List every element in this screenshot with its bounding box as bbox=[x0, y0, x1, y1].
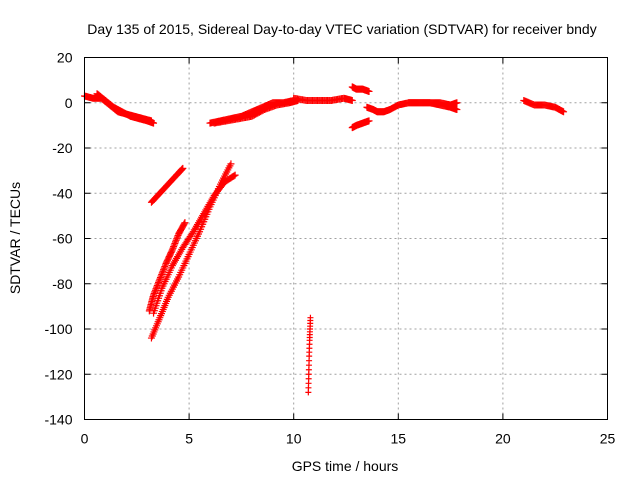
y-tick-label: -20 bbox=[52, 140, 72, 156]
y-tick-label: -80 bbox=[52, 276, 72, 292]
data-point bbox=[181, 219, 189, 227]
data-point bbox=[169, 244, 177, 252]
data-point bbox=[150, 291, 158, 299]
data-point bbox=[151, 288, 159, 296]
data-point bbox=[173, 235, 181, 243]
data-point bbox=[178, 166, 186, 174]
series-track-4 bbox=[145, 219, 189, 315]
data-point bbox=[173, 233, 181, 241]
data-point bbox=[453, 106, 461, 114]
y-tick-label: -100 bbox=[44, 321, 72, 337]
series-track-8 bbox=[210, 96, 302, 127]
data-point bbox=[156, 274, 164, 282]
data-point bbox=[560, 108, 568, 116]
series-track-13 bbox=[405, 99, 461, 114]
series-track-3 bbox=[147, 164, 187, 206]
data-point bbox=[179, 164, 187, 172]
data-point bbox=[231, 171, 239, 179]
data-point bbox=[160, 266, 168, 274]
y-tick-label: -140 bbox=[44, 412, 72, 428]
data-point bbox=[161, 261, 169, 269]
series-track-6 bbox=[150, 171, 239, 317]
y-tick-label: 20 bbox=[57, 50, 73, 66]
data-point bbox=[171, 239, 179, 247]
data-point bbox=[161, 263, 169, 271]
data-point bbox=[150, 289, 158, 297]
data-point bbox=[178, 165, 186, 173]
x-tick-label: 5 bbox=[185, 431, 193, 447]
data-point bbox=[230, 172, 238, 180]
data-point bbox=[365, 87, 373, 95]
y-axis-label: SDTVAR / TECUs bbox=[7, 182, 23, 294]
data-point bbox=[170, 243, 178, 251]
y-tick-label: 0 bbox=[65, 95, 73, 111]
data-point bbox=[153, 283, 161, 291]
data-point bbox=[365, 117, 373, 125]
data-point bbox=[348, 96, 356, 104]
x-tick-labels: 0 5 10 15 20 25 bbox=[81, 431, 616, 447]
data-point bbox=[172, 238, 180, 246]
y-tick-labels: 20 0 -20 -40 -60 -80 -100 -120 -140 bbox=[44, 50, 72, 428]
x-tick-label: 15 bbox=[391, 431, 407, 447]
x-tick-label: 20 bbox=[495, 431, 511, 447]
y-tick-label: -60 bbox=[52, 231, 72, 247]
series-track-2 bbox=[93, 90, 158, 127]
data-point bbox=[307, 314, 314, 321]
data-point bbox=[155, 277, 163, 285]
data-point bbox=[170, 241, 178, 249]
data-point bbox=[158, 270, 166, 278]
data-point bbox=[158, 269, 166, 277]
data-point bbox=[172, 236, 180, 244]
data-point bbox=[152, 285, 160, 293]
data-point bbox=[155, 278, 163, 286]
axis-ticks bbox=[84, 57, 608, 420]
data-point bbox=[180, 220, 188, 228]
data-point bbox=[157, 272, 165, 280]
x-axis-label: GPS time / hours bbox=[292, 458, 399, 474]
series-track-14 bbox=[520, 96, 568, 116]
series-track-9 bbox=[290, 94, 356, 104]
data-point bbox=[168, 247, 176, 255]
data-point bbox=[150, 119, 158, 127]
series-track-15 bbox=[305, 314, 314, 396]
data-point bbox=[156, 275, 164, 283]
data-point bbox=[159, 267, 167, 275]
series-track-10 bbox=[348, 83, 373, 95]
data-point bbox=[154, 280, 162, 288]
y-tick-label: -120 bbox=[44, 366, 72, 382]
data-point bbox=[160, 264, 168, 272]
grid-lines bbox=[84, 57, 608, 420]
x-tick-label: 25 bbox=[600, 431, 616, 447]
data-point bbox=[453, 99, 461, 107]
data-point bbox=[168, 246, 176, 254]
series-track-11 bbox=[348, 117, 373, 132]
x-tick-label: 0 bbox=[81, 431, 89, 447]
x-tick-label: 10 bbox=[286, 431, 302, 447]
chart-title: Day 135 of 2015, Sidereal Day-to-day VTE… bbox=[87, 21, 596, 37]
y-tick-label: -40 bbox=[52, 185, 72, 201]
data-points bbox=[81, 83, 568, 396]
data-point bbox=[227, 160, 235, 168]
